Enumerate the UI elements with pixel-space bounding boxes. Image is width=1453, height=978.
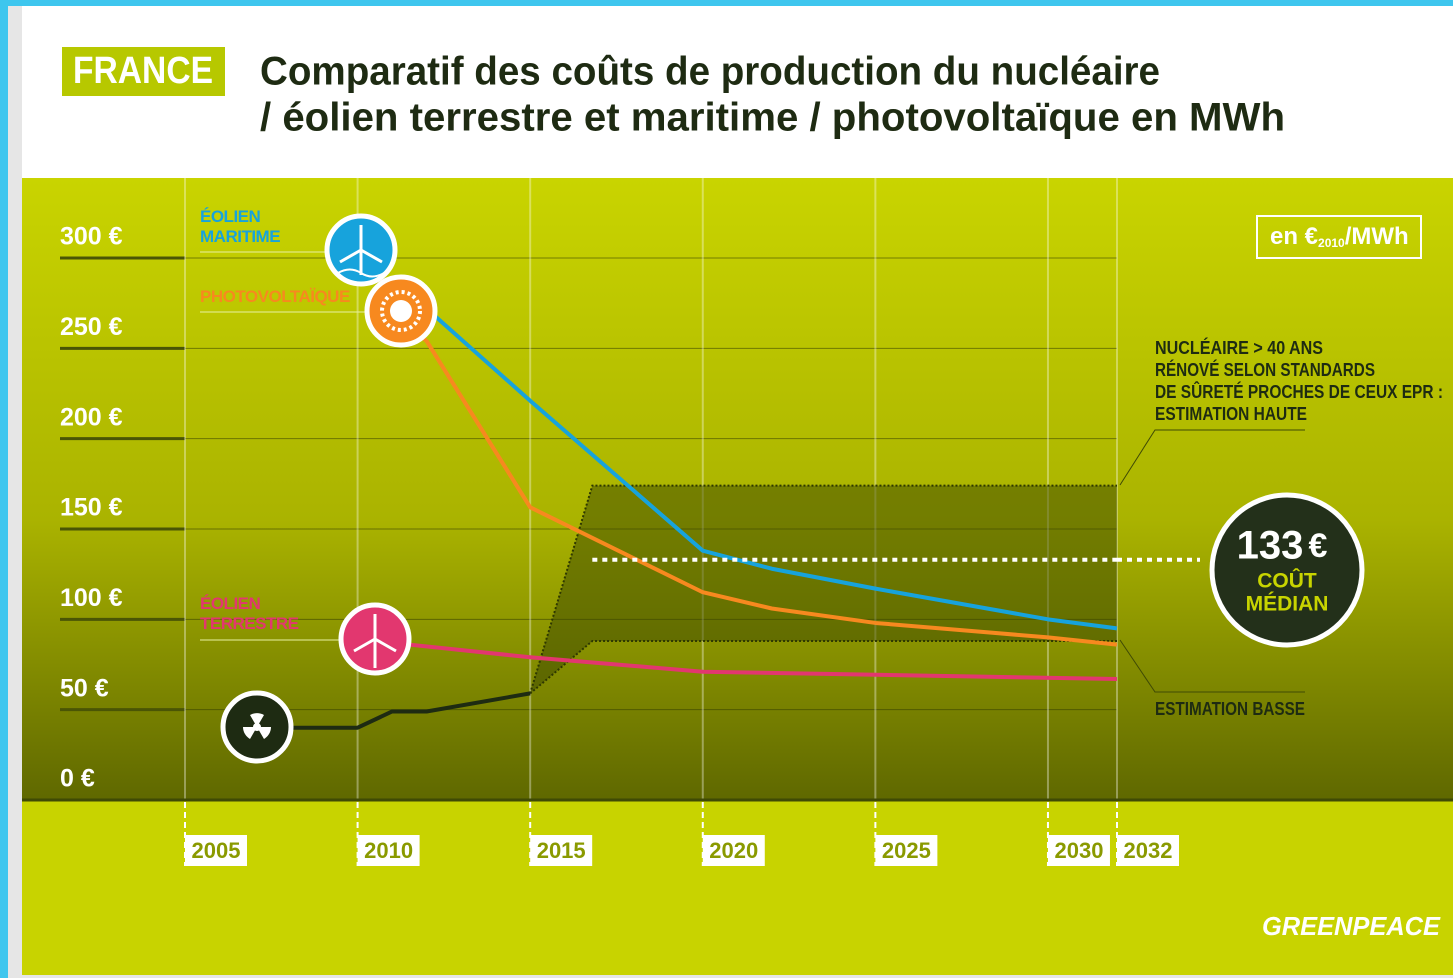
y-tick-label: 0 € bbox=[60, 765, 95, 793]
y-tick-label: 300 € bbox=[60, 223, 123, 251]
axis-bg bbox=[22, 800, 1453, 975]
x-tick-box bbox=[1117, 835, 1179, 866]
header bbox=[22, 6, 1453, 178]
legend-item: PHOTOVOLTAÏQUE bbox=[200, 287, 350, 306]
badge: FRANCE bbox=[73, 50, 213, 92]
badge-box bbox=[62, 47, 225, 96]
legend-item: ÉOLIEN MARITIME bbox=[200, 207, 281, 246]
range-edge bbox=[529, 484, 1117, 694]
unit-prefix: en € bbox=[1270, 223, 1318, 250]
note-high: ESTIMATION HAUTE bbox=[1155, 404, 1307, 424]
y-tick-label: 150 € bbox=[60, 494, 123, 522]
series-line bbox=[391, 640, 1118, 681]
icon-nuclear bbox=[220, 690, 294, 764]
x-tick-label: 2030 bbox=[1054, 838, 1103, 863]
icon-solar bbox=[364, 274, 438, 348]
range-edge bbox=[529, 640, 1117, 695]
legend-label: ÉOLIEN TERRESTRE bbox=[200, 594, 299, 633]
y-tick-label: 250 € bbox=[60, 313, 123, 341]
icon-offshore bbox=[324, 213, 398, 287]
range-band bbox=[530, 485, 1117, 694]
unit-box bbox=[1256, 215, 1422, 259]
brand: GREENPEACE bbox=[1262, 911, 1441, 941]
x-tick-label: 2032 bbox=[1124, 838, 1173, 863]
legend-label: ÉOLIEN MARITIME bbox=[200, 207, 281, 246]
note-high: RÉNOVÉ SELON STANDARDS bbox=[1155, 359, 1375, 380]
x-tick-box bbox=[530, 835, 593, 866]
chart-title: Comparatif des coûts de production du nu… bbox=[260, 50, 1160, 94]
x-tick-label: 2010 bbox=[364, 838, 413, 863]
y-tick-label: 50 € bbox=[60, 674, 109, 702]
series-line bbox=[288, 691, 531, 730]
legend-label: PHOTOVOLTAÏQUE bbox=[200, 287, 350, 306]
note-low: ESTIMATION BASSE bbox=[1155, 699, 1305, 719]
x-tick-box bbox=[185, 835, 247, 866]
x-tick-box bbox=[357, 835, 420, 866]
x-tick-label: 2015 bbox=[537, 838, 586, 863]
x-tick-box bbox=[1047, 835, 1110, 866]
unit-suffix: /MWh bbox=[1345, 223, 1409, 250]
legend-item: ÉOLIEN TERRESTRE bbox=[200, 594, 299, 633]
median-value: 133 bbox=[1237, 524, 1304, 568]
y-tick-label: 100 € bbox=[60, 584, 123, 612]
y-tick-label: 200 € bbox=[60, 403, 123, 431]
median-text: MÉDIAN bbox=[1246, 593, 1329, 616]
median-currency: € bbox=[1309, 527, 1328, 565]
median-badge bbox=[1209, 492, 1365, 648]
x-tick-label: 2025 bbox=[882, 838, 931, 863]
x-tick-box bbox=[875, 835, 938, 866]
unit-sub: 2010 bbox=[1318, 236, 1345, 250]
unit: en €2010/MWh bbox=[1270, 223, 1409, 250]
series-line bbox=[390, 310, 1118, 647]
x-tick-label: 2005 bbox=[192, 838, 241, 863]
x-tick-box bbox=[702, 835, 765, 866]
chart-title: / éolien terrestre et maritime / photovo… bbox=[260, 96, 1285, 140]
note-high: DE SÛRETÉ PROCHES DE CEUX EPR : bbox=[1155, 381, 1443, 402]
leader-low bbox=[1119, 639, 1305, 693]
x-tick-label: 2020 bbox=[709, 838, 758, 863]
note-high: NUCLÉAIRE > 40 ANS bbox=[1155, 337, 1323, 358]
leader-high bbox=[1119, 429, 1305, 486]
median-text: COÛT bbox=[1257, 569, 1317, 593]
icon-onshore bbox=[338, 602, 412, 676]
